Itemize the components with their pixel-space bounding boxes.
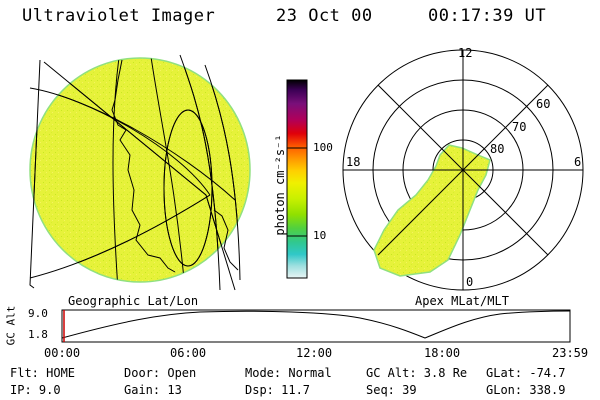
lat-label-60: 60 — [536, 97, 551, 111]
coastline — [111, 59, 176, 273]
status-glon: GLon: 338.9 — [486, 383, 566, 397]
status-mode: Mode: Normal — [245, 366, 332, 380]
colorbar-tick-10: 10 — [313, 229, 327, 242]
altitude-xtick-3: 18:00 — [424, 346, 461, 360]
status-glat: GLat: -74.7 — [486, 366, 566, 380]
altitude-ytick-high: 9.0 — [28, 307, 48, 320]
date-label: 23 Oct 00 — [276, 6, 373, 26]
altitude-xtick-0: 00:00 — [44, 346, 81, 360]
earth-disc — [29, 57, 251, 283]
status-ip: IP: 9.0 — [10, 383, 61, 397]
status-dsp: Dsp: 11.7 — [245, 383, 311, 397]
status-gcalt: GC Alt: 3.8 Re — [366, 366, 468, 380]
colorbar-tick-100: 100 — [313, 141, 333, 154]
polar-plot — [342, 49, 584, 291]
altitude-xtick-2: 12:00 — [296, 346, 333, 360]
altitude-ytick-low: 1.8 — [28, 328, 48, 341]
coastline-2 — [213, 209, 239, 271]
title: Ultraviolet Imager — [22, 6, 216, 26]
time-label: 00:17:39 UT — [428, 6, 547, 26]
status-door: Door: Open — [124, 366, 197, 380]
mlt-label-right: 6 — [574, 155, 582, 169]
colorbar-unit-label: photon cm⁻²s⁻¹ — [273, 134, 287, 236]
lat-label-70: 70 — [512, 120, 527, 134]
status-seq: Seq: 39 — [366, 383, 417, 397]
altitude-ylabel: GC Alt — [4, 305, 18, 346]
geographic-label: Geographic Lat/Lon — [68, 294, 199, 308]
status-gain: Gain: 13 — [124, 383, 182, 397]
altitude-curve — [61, 310, 571, 339]
auroral-oval — [373, 144, 491, 277]
geographic-map — [29, 54, 251, 291]
lat-label-80: 80 — [490, 142, 505, 156]
mlt-label-top: 12 — [458, 46, 473, 60]
mlt-label-left: 18 — [346, 155, 361, 169]
colorbar — [286, 79, 308, 279]
status-flt: Flt: HOME — [10, 366, 76, 380]
mlt-label-bottom: 0 — [466, 275, 474, 289]
altitude-plot — [61, 309, 571, 343]
altitude-xtick-4: 23:59 — [552, 346, 589, 360]
altitude-xtick-1: 06:00 — [170, 346, 207, 360]
polar-label: Apex MLat/MLT — [415, 294, 509, 308]
